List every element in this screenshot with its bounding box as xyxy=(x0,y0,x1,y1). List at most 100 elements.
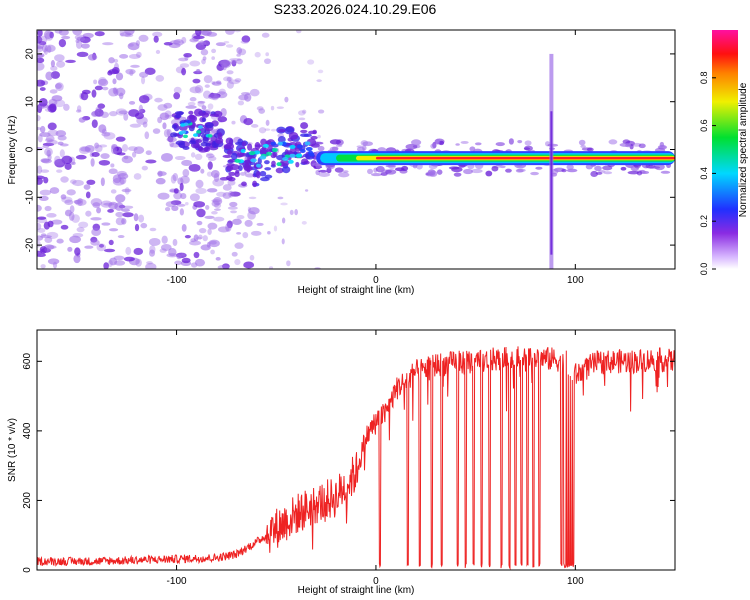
noise-blob xyxy=(76,105,82,112)
noise-blob xyxy=(180,175,190,184)
noise-blob xyxy=(230,59,238,65)
noise-blob xyxy=(101,131,111,137)
snr-axes: -100 0 100 0 200 400 600 xyxy=(22,330,675,587)
noise-blob xyxy=(245,173,256,178)
cluster-blob xyxy=(310,135,318,140)
noise-blob xyxy=(37,44,44,53)
cluster-blob xyxy=(174,111,185,115)
noise-blob xyxy=(302,109,307,114)
noise-blob xyxy=(37,79,46,87)
noise-blob xyxy=(166,137,177,143)
cluster-blob xyxy=(171,124,177,129)
noise-blob xyxy=(44,247,50,252)
noise-blob xyxy=(133,146,145,155)
noise-blob xyxy=(221,263,230,269)
ridge-halo-blob xyxy=(580,144,586,148)
colorbar-tick-label: 0.6 xyxy=(699,119,709,132)
noise-blob xyxy=(112,87,117,94)
colorbar: 0.0 0.2 0.4 0.6 0.8 Normalized spectral ampl… xyxy=(699,30,749,275)
noise-blob xyxy=(200,168,205,174)
ridge-halo-blob xyxy=(455,143,460,146)
snr-ylabel: SNR (10 * v/v) xyxy=(7,418,18,482)
cluster-hot-blob xyxy=(234,158,241,163)
noise-blob xyxy=(211,81,216,85)
ridge-halo-blob xyxy=(338,172,350,178)
noise-blob xyxy=(108,239,114,246)
ridge-halo-blob xyxy=(335,139,344,146)
noise-blob xyxy=(284,96,289,103)
noise-blob xyxy=(102,42,114,46)
noise-blob xyxy=(91,119,98,128)
ridge-halo-blob xyxy=(317,145,325,152)
noise-blob xyxy=(237,100,245,106)
noise-blob xyxy=(39,35,48,44)
noise-blob xyxy=(298,110,306,116)
noise-blob xyxy=(200,41,207,46)
noise-blob xyxy=(184,201,189,206)
noise-blob xyxy=(230,210,238,214)
cluster-hot-blob xyxy=(181,130,187,134)
ridge-halo-blob xyxy=(470,168,483,174)
noise-blob xyxy=(69,205,75,213)
noise-blob xyxy=(273,225,278,232)
noise-blob xyxy=(91,110,100,117)
noise-blob xyxy=(251,124,259,128)
noise-blob xyxy=(240,40,249,44)
ridge-halo-blob xyxy=(435,138,441,145)
cluster-hot-blob xyxy=(282,157,289,162)
noise-blob xyxy=(108,87,119,97)
cluster-blob xyxy=(252,180,258,188)
noise-blob xyxy=(179,63,190,68)
noise-blob xyxy=(140,222,148,229)
ridge-halo-blob xyxy=(425,171,436,177)
cluster-blob xyxy=(178,142,186,148)
noise-blob xyxy=(60,224,69,230)
noise-blob xyxy=(225,30,235,35)
cluster-blob xyxy=(271,160,276,167)
noise-blob xyxy=(108,57,115,64)
noise-blob xyxy=(176,203,186,207)
noise-blob xyxy=(181,67,187,76)
noise-blob xyxy=(172,173,179,182)
cluster-hot-blob xyxy=(277,141,283,146)
noise-blob xyxy=(98,77,107,86)
noise-blob xyxy=(181,257,191,264)
cluster-hot-blob xyxy=(266,151,272,156)
ridge-halo-blob xyxy=(603,171,613,175)
noise-blob xyxy=(138,104,144,114)
cluster-blob xyxy=(209,113,220,117)
spectrogram-ytick-label: 0 xyxy=(25,146,36,152)
noise-blob xyxy=(51,95,63,102)
noise-blob xyxy=(264,128,271,131)
noise-blob xyxy=(206,171,213,177)
noise-blob xyxy=(228,190,234,198)
noise-blob xyxy=(195,187,207,194)
cluster-hot-blob xyxy=(197,125,203,129)
noise-blob xyxy=(49,103,57,113)
noise-blob xyxy=(173,86,182,94)
noise-blob xyxy=(119,54,129,59)
noise-blob xyxy=(145,150,152,156)
cluster-blob xyxy=(241,141,247,147)
colorbar-gradient xyxy=(712,30,738,269)
noise-blob xyxy=(46,245,57,249)
noise-blob xyxy=(38,195,49,201)
noise-blob xyxy=(74,247,81,256)
ridge-halo-blob xyxy=(436,169,443,175)
colorbar-label: Normalized spectral amplitude xyxy=(738,82,749,217)
noise-blob xyxy=(103,262,109,269)
noise-blob xyxy=(263,58,272,65)
cluster-blob xyxy=(226,149,233,156)
noise-blob xyxy=(215,256,221,261)
cluster-hot-blob xyxy=(270,141,277,146)
noise-blob xyxy=(109,111,118,117)
noise-blob xyxy=(185,105,197,109)
noise-blob xyxy=(39,235,52,239)
ridge-halo-blob xyxy=(491,165,499,172)
noise-blob xyxy=(37,46,44,50)
noise-blob xyxy=(154,97,163,103)
noise-blob xyxy=(130,64,140,68)
noise-blob xyxy=(214,208,221,211)
noise-blob xyxy=(64,162,72,171)
noise-blob xyxy=(118,110,129,115)
